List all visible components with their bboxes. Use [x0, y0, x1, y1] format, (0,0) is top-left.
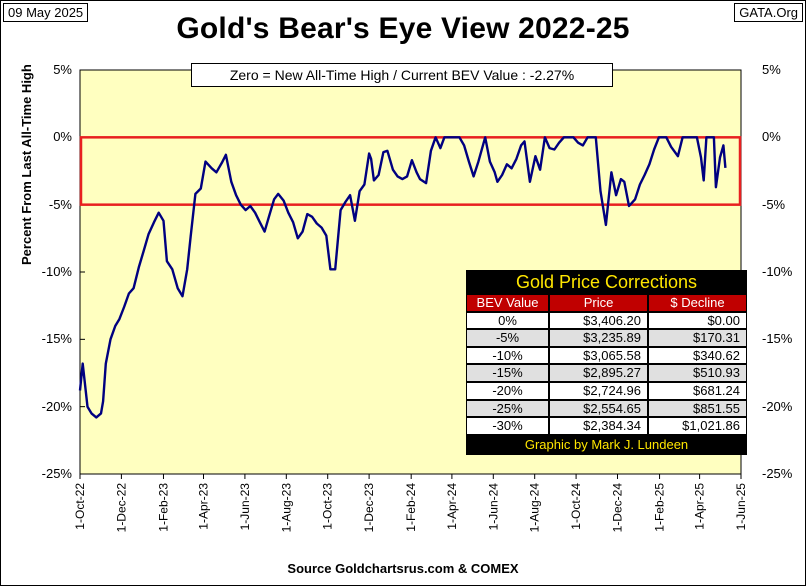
- bev-cell: -15%: [466, 364, 549, 382]
- decline-cell: $340.62: [648, 346, 747, 365]
- x-tick-label: 1-Dec-22: [114, 483, 128, 533]
- header-bev-value: BEV Value: [466, 294, 549, 312]
- price-cell: $2,554.65: [549, 399, 648, 418]
- bev-cell: -5%: [466, 329, 549, 347]
- x-tick-label: 1-Oct-24: [569, 483, 583, 530]
- bev-cell: -10%: [466, 346, 549, 365]
- y-tick-label-right: 0%: [762, 129, 781, 145]
- price-cell: $3,065.58: [549, 346, 648, 365]
- table-row: -5% $3,235.89 $170.31: [466, 329, 747, 347]
- x-tick-label: 1-Apr-23: [197, 483, 211, 530]
- table-row: -10% $3,065.58 $340.62: [466, 346, 747, 365]
- price-cell: $2,384.34: [549, 417, 648, 435]
- x-tick-label: 1-Aug-23: [279, 483, 293, 533]
- x-tick-label: 1-Oct-22: [73, 483, 87, 530]
- x-tick-labels: 1-Oct-22 1-Dec-22 1-Feb-23 1-Apr-23 1-Jun-23…: [73, 483, 748, 533]
- y-tick-label-left: 0%: [53, 129, 72, 145]
- bev-cell: -20%: [466, 381, 549, 400]
- x-tick-label: 1-Jun-23: [238, 483, 252, 531]
- price-cell: $3,406.20: [549, 311, 648, 330]
- x-tick-label: 1-Oct-23: [321, 483, 335, 530]
- bev-series-line: [78, 136, 727, 419]
- price-cell: $2,895.27: [549, 364, 648, 382]
- y-tick-label-right: -5%: [762, 196, 786, 212]
- y-tick-label-left: 5%: [53, 62, 72, 77]
- x-axis-label: Source Goldchartsrus.com & COMEX: [287, 561, 519, 576]
- table-row: -15% $2,895.27 $510.93: [466, 364, 747, 382]
- decline-cell: $1,021.86: [648, 417, 747, 435]
- decline-cell: $0.00: [648, 311, 747, 330]
- y-tick-label-right: 5%: [762, 62, 781, 77]
- corrections-table-title: Gold Price Corrections: [466, 270, 747, 294]
- corrections-table-footer: Graphic by Mark J. Lundeen: [466, 434, 747, 455]
- bev-cell: -30%: [466, 417, 549, 435]
- decline-cell: $170.31: [648, 329, 747, 347]
- y-axis-label: Percent From Last All-Time High: [19, 64, 34, 265]
- table-row: -25% $2,554.65 $851.55: [466, 399, 747, 418]
- y-tick-label-left: -10%: [41, 264, 72, 279]
- x-tick-label: 1-Aug-24: [528, 483, 542, 533]
- bev-cell: 0%: [466, 311, 549, 330]
- date-label: 09 May 2025: [3, 3, 89, 22]
- x-tick-label: 1-Feb-23: [156, 483, 170, 532]
- x-tick-label: 1-Feb-24: [404, 483, 418, 532]
- table-row: -20% $2,724.96 $681.24: [466, 381, 747, 400]
- y-tick-label-left: -20%: [41, 398, 72, 414]
- price-cell: $3,235.89: [549, 329, 648, 347]
- y-tick-label-right: -20%: [762, 398, 793, 414]
- chart-title: Gold's Bear's Eye View 2022-25: [176, 12, 630, 45]
- y-tick-label-right: -10%: [762, 264, 793, 279]
- table-row: 0% $3,406.20 $0.00: [466, 311, 747, 330]
- price-cell: $2,724.96: [549, 381, 648, 400]
- header-decline: $ Decline: [648, 294, 747, 312]
- bev-cell: -25%: [466, 399, 549, 418]
- y-tick-label-right: -25%: [762, 466, 793, 481]
- x-tick-label: 1-Dec-23: [362, 483, 376, 533]
- y-tick-label-left: -15%: [41, 331, 72, 347]
- x-tick-label: 1-Jun-24: [486, 483, 500, 531]
- y-tick-label-left: -5%: [48, 196, 72, 212]
- site-label: GATA.Org: [734, 3, 803, 22]
- corrections-table: Gold Price Corrections BEV Value Price $…: [466, 270, 747, 455]
- x-tick-label: 1-Apr-24: [445, 483, 459, 530]
- x-tick-label: 1-Dec-24: [610, 483, 624, 533]
- table-row: -30% $2,384.34 $1,021.86: [466, 417, 747, 435]
- x-tick-label: 1-Apr-25: [693, 483, 707, 530]
- x-tick-label: 1-Jun-25: [734, 483, 748, 531]
- decline-cell: $851.55: [648, 399, 747, 418]
- y-tick-label-right: -15%: [762, 331, 793, 347]
- x-tick-label: 1-Feb-25: [653, 483, 667, 532]
- decline-cell: $510.93: [648, 364, 747, 382]
- bev-zone-band: [79, 136, 742, 206]
- y-tick-label-left: -25%: [41, 466, 72, 481]
- decline-cell: $681.24: [648, 381, 747, 400]
- current-bev-value: Zero = New All-Time High / Current BEV V…: [191, 63, 613, 87]
- corrections-table-header: BEV Value Price $ Decline: [466, 294, 747, 312]
- header-price: Price: [549, 294, 648, 312]
